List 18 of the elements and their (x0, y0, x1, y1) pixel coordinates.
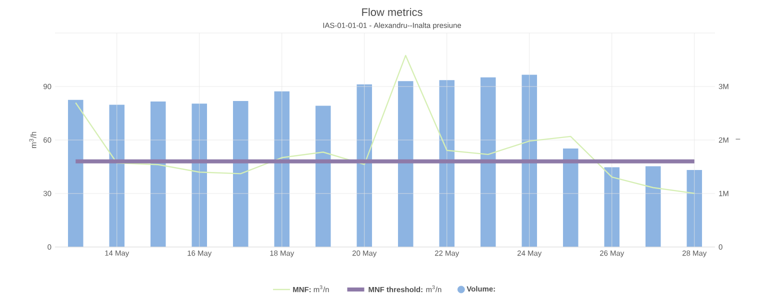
bar (563, 148, 578, 247)
chart-title: Flow metrics (362, 8, 422, 16)
bar (604, 167, 620, 247)
bar (439, 80, 455, 247)
bar (686, 170, 702, 247)
bar (109, 104, 125, 247)
bar (522, 74, 538, 247)
line-series (75, 54, 695, 194)
bar (232, 100, 248, 247)
bar (274, 91, 290, 247)
bar (68, 100, 84, 247)
bar (398, 81, 414, 247)
bar (150, 101, 166, 247)
bar (315, 106, 331, 247)
bar (192, 104, 208, 247)
bar (646, 166, 661, 247)
bar (480, 77, 496, 247)
bar (356, 84, 372, 247)
